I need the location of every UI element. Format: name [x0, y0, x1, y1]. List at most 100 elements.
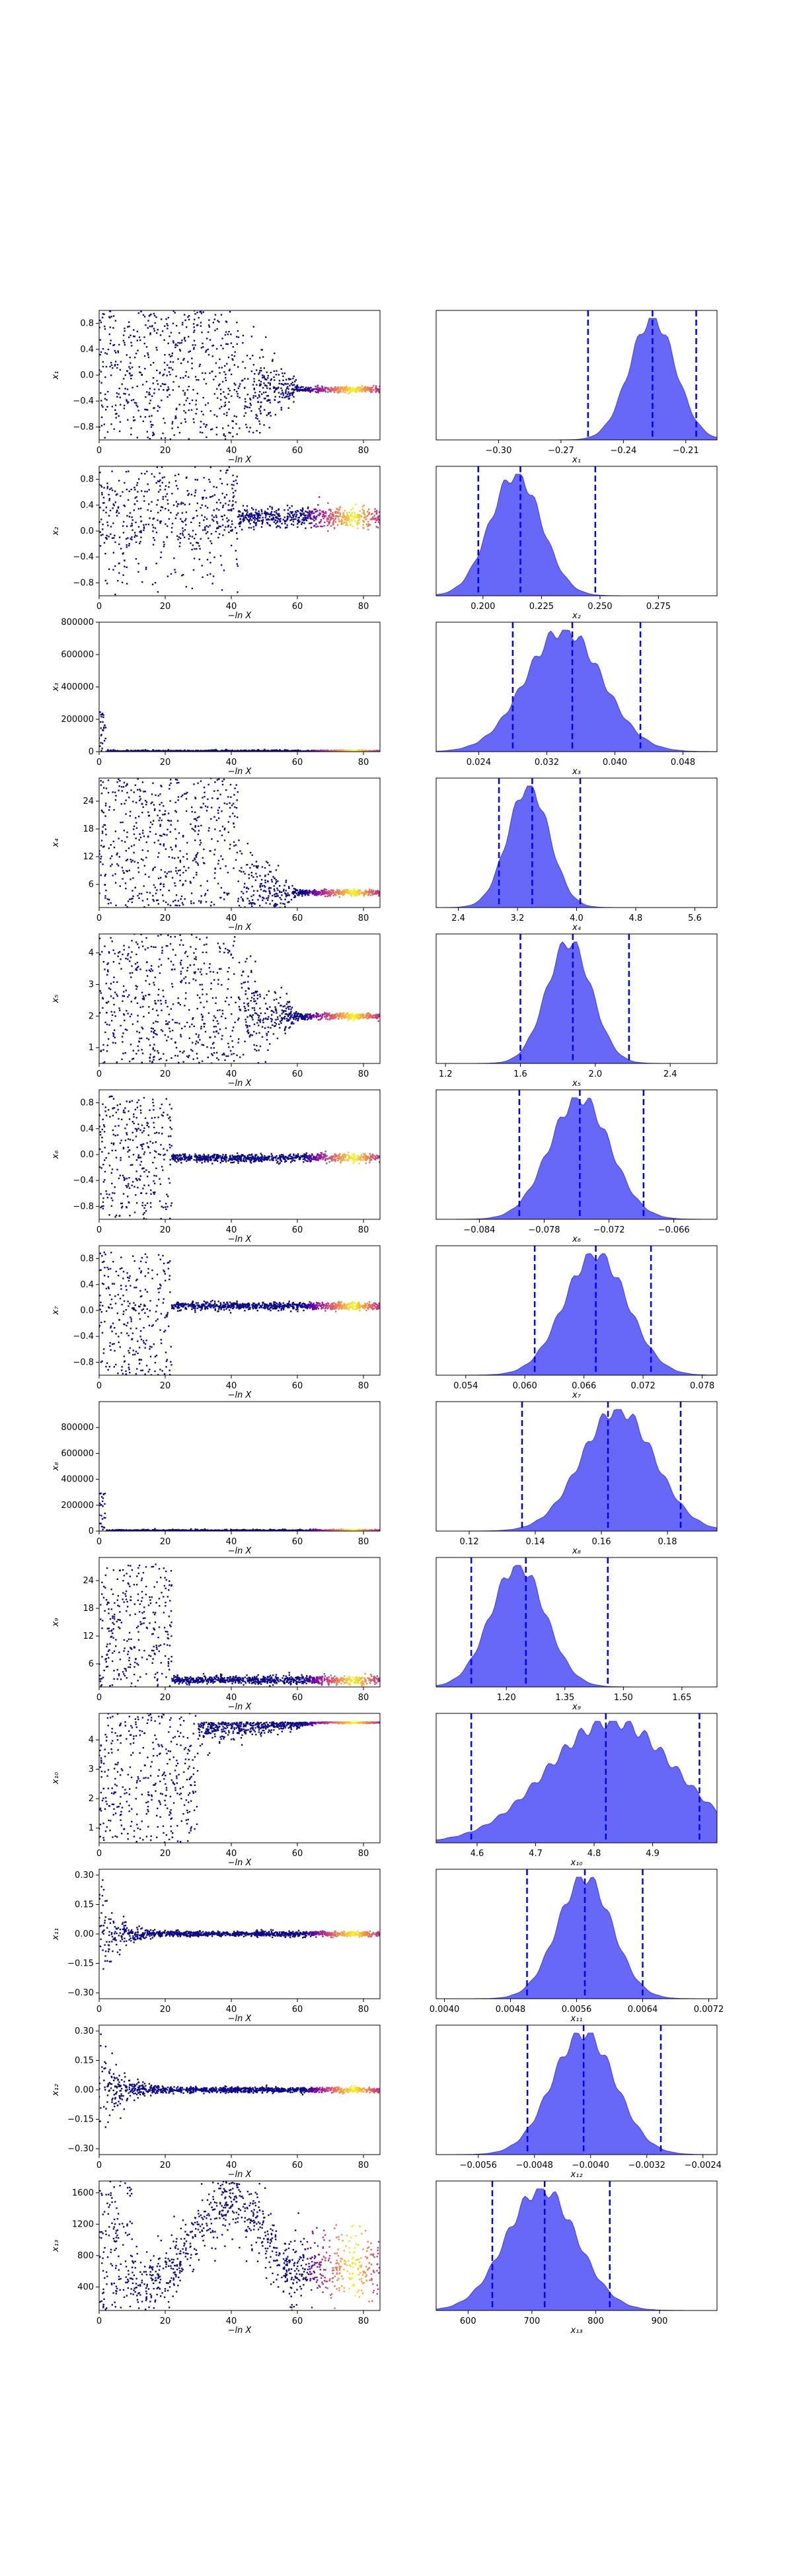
trace-point	[152, 750, 154, 752]
trace-point	[126, 399, 128, 401]
trace-point	[236, 851, 239, 853]
trace-point	[110, 340, 112, 341]
trace-point	[202, 346, 204, 348]
trace-point	[128, 401, 130, 403]
trace-point	[136, 484, 138, 486]
trace-point	[171, 877, 174, 879]
trace-point	[304, 516, 306, 519]
trace-point	[273, 386, 275, 388]
trace-point	[322, 512, 324, 514]
trace-point	[274, 390, 276, 392]
trace-point	[327, 388, 329, 390]
trace-point	[237, 366, 239, 368]
trace-point	[205, 532, 208, 534]
trace-point	[126, 354, 128, 356]
trace-point	[175, 838, 177, 840]
trace-point	[377, 388, 379, 390]
trace-point	[326, 391, 329, 393]
trace-point	[249, 522, 251, 525]
trace-point	[337, 893, 340, 895]
posterior-panel-4: 2.4 3.2 4.0 4.8 5.6x₄	[435, 777, 718, 933]
trace-point	[342, 388, 344, 390]
trace-point	[307, 386, 310, 388]
trace-point	[122, 520, 125, 523]
trace-point	[315, 890, 317, 892]
trace-point	[263, 884, 265, 887]
trace-point	[375, 1015, 377, 1017]
trace-point	[249, 902, 251, 904]
trace-point	[106, 583, 108, 585]
trace-point	[136, 385, 138, 388]
trace-point	[335, 894, 337, 896]
trace-point	[270, 887, 272, 889]
trace-point	[186, 970, 188, 972]
trace-point	[245, 517, 246, 519]
trace-point	[316, 388, 318, 390]
trace-point	[165, 383, 167, 386]
trace-point	[134, 997, 136, 999]
trace-point	[202, 413, 204, 415]
trace-point	[367, 894, 369, 896]
trace-point	[225, 320, 227, 322]
trace-point	[315, 508, 317, 511]
trace-point	[330, 889, 332, 891]
trace-point	[225, 472, 227, 474]
trace-point	[226, 997, 228, 999]
trace-point	[167, 503, 169, 505]
trace-point	[154, 527, 157, 529]
trace-point	[178, 430, 180, 431]
trace-point	[351, 513, 353, 515]
trace-point	[336, 388, 338, 390]
trace-point	[313, 512, 315, 515]
trace-point	[324, 1012, 326, 1014]
trace-point	[266, 897, 268, 900]
trace-point	[137, 349, 139, 351]
trace-point	[261, 885, 263, 887]
trace-point	[253, 387, 255, 390]
trace-point	[278, 911, 279, 912]
trace-point	[154, 886, 157, 888]
trace-point	[136, 500, 138, 502]
trace-point	[362, 750, 364, 752]
trace-point	[324, 515, 327, 517]
trace-point	[260, 383, 262, 385]
trace-point	[145, 409, 147, 411]
trace-point	[184, 750, 186, 752]
trace-point	[167, 499, 169, 501]
trace-point	[268, 413, 270, 415]
trace-point	[205, 351, 207, 353]
trace-point	[309, 892, 311, 894]
trace-point	[104, 884, 106, 886]
trace-point	[165, 1002, 167, 1004]
trace-point	[321, 889, 322, 892]
trace-point	[238, 514, 241, 516]
trace-point	[198, 365, 201, 367]
trace-point	[208, 827, 210, 829]
trace-point	[245, 1021, 247, 1023]
trace-point	[136, 985, 138, 987]
trace-point	[112, 875, 114, 877]
trace-point	[214, 330, 216, 332]
trace-point	[217, 536, 219, 539]
trace-point	[376, 890, 379, 892]
trace-point	[272, 876, 274, 878]
trace-point	[227, 948, 229, 951]
trace-point	[309, 516, 311, 519]
trace-point	[157, 591, 159, 593]
x-tick-label: 60	[292, 758, 303, 768]
trace-point	[164, 437, 167, 439]
trace-point	[254, 373, 256, 375]
trace-point	[258, 511, 260, 513]
trace-point	[174, 312, 176, 314]
trace-point	[275, 1008, 277, 1010]
trace-point	[108, 536, 110, 538]
trace-point	[282, 1011, 284, 1013]
trace-point	[113, 846, 116, 849]
trace-point	[181, 750, 184, 752]
trace-point	[199, 431, 202, 433]
trace-point	[318, 390, 321, 392]
trace-point	[230, 373, 233, 375]
trace-point	[221, 482, 223, 485]
trace-point	[213, 979, 215, 981]
trace-point	[168, 871, 170, 873]
